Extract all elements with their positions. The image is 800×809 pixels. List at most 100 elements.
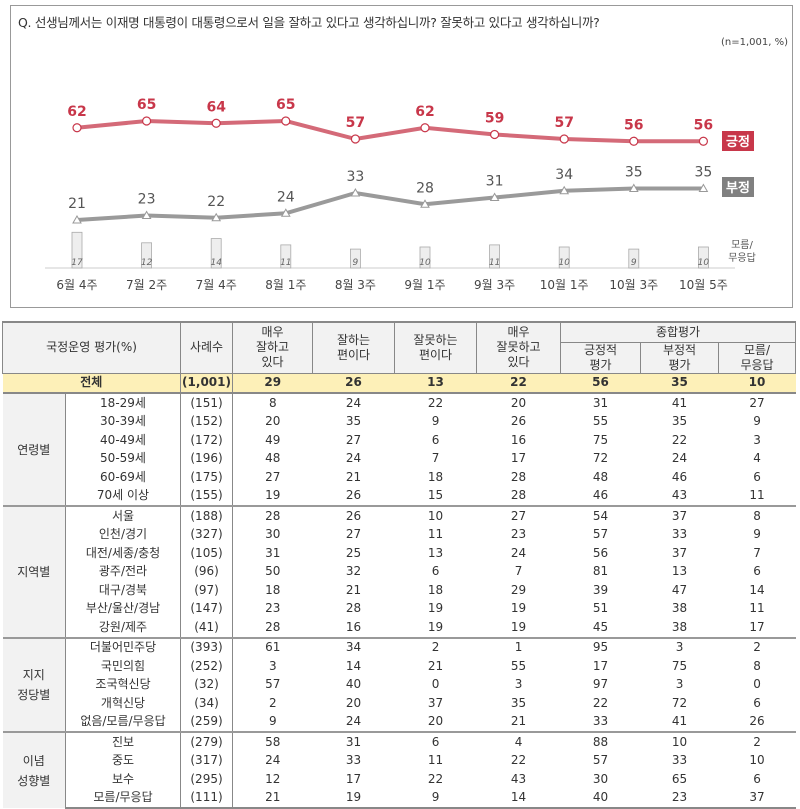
sample-size: (105) (180, 544, 234, 563)
sample-size: (295) (180, 770, 234, 789)
positive-value-label: 59 (485, 111, 504, 127)
dont-know-label: 11 (489, 258, 500, 268)
x-tick-label: 8월 3주 (335, 278, 376, 292)
value-cell: 26 (312, 505, 395, 526)
value-cell: 6 (753, 469, 761, 484)
dont-know-label: 10 (419, 258, 431, 268)
value-cell: 17 (345, 771, 362, 786)
row-label: 30-39세 (65, 412, 182, 431)
value-cell: 50 (265, 564, 281, 579)
value-cell: 23 (265, 601, 281, 616)
value-cell: 11 (427, 527, 444, 542)
value-cell: 3 (675, 677, 684, 692)
value-cell: 61 (232, 636, 313, 657)
value-cell: 6 (431, 432, 440, 447)
value-cell: 40 (560, 788, 641, 809)
dont-know-bar (349, 248, 361, 269)
value-cell: 37 (671, 545, 688, 560)
negative-point (559, 185, 570, 195)
value-cell: 35 (510, 695, 527, 710)
sample-size: (327) (180, 525, 234, 544)
positive-value-label: 65 (276, 97, 295, 113)
value-cell: 57 (592, 527, 609, 542)
x-tick-label: 9월 1주 (404, 278, 445, 292)
value-cell: 35 (671, 414, 688, 429)
group-label: 연령별 (2, 392, 66, 506)
header-category: 국정운영 평가(%) (1, 321, 182, 373)
table-row: 중도 (317) 24 33 11 22 57 33 10 (3, 751, 796, 770)
value-cell: 3 (753, 432, 761, 447)
negative-value-label: 35 (694, 165, 712, 181)
value-cell: 24 (671, 451, 688, 466)
negative-value-label: 34 (555, 167, 573, 183)
table-row: 조국혁신당 (32) 57 40 0 3 97 3 0 (3, 675, 796, 694)
dont-know-bar (71, 231, 83, 269)
positive-point (281, 116, 291, 126)
value-cell: 38 (671, 601, 688, 616)
value-cell: 31 (312, 731, 395, 752)
value-cell: 56 (560, 372, 641, 394)
positive-value-label: 62 (67, 104, 86, 120)
row-label: 중도 (65, 751, 182, 770)
table-row: 연령별 18-29세 (151) 8 24 22 20 31 41 27 (2, 392, 796, 506)
value-cell: 72 (592, 451, 609, 466)
value-cell: 17 (592, 658, 609, 673)
value-cell: 18 (427, 582, 444, 597)
dont-know-label: 11 (280, 258, 291, 268)
value-cell: 46 (592, 488, 609, 503)
dont-know-label: 14 (210, 258, 222, 268)
table-row: 모름/무응답 (111) 21 19 9 14 40 23 37 (3, 788, 796, 809)
header-somewhat-good: 잘하는 편이다 (312, 321, 396, 373)
value-cell: 72 (671, 695, 688, 710)
legend-negative-label: 부정 (726, 180, 750, 196)
negative-value-label: 22 (207, 194, 225, 210)
value-cell: 19 (312, 788, 395, 809)
table-row: 지지 정당별 더불어민주당 (393) 61 34 2 1 95 3 2 (2, 636, 796, 732)
value-cell: 8 (753, 658, 761, 673)
value-cell: 20 (427, 714, 444, 729)
value-cell: 22 (394, 392, 477, 413)
header-very-good: 매우 잘하고 있다 (232, 321, 314, 373)
value-cell: 29 (510, 582, 527, 597)
row-label: 없음/모름/무응답 (65, 712, 182, 732)
value-cell: 30 (265, 527, 281, 542)
value-cell: 6 (394, 731, 477, 752)
negative-line (76, 186, 704, 222)
value-cell: 48 (265, 451, 281, 466)
value-cell: 13 (427, 545, 444, 560)
positive-point (142, 116, 152, 126)
table-row: 보수 (295) 12 17 22 43 30 65 6 (3, 770, 796, 789)
value-cell: 40 (345, 677, 362, 692)
negative-point (698, 183, 709, 192)
value-cell: 55 (592, 414, 609, 429)
row-label: 더불어민주당 (65, 636, 182, 657)
value-cell: 41 (671, 714, 688, 729)
positive-value-label: 62 (415, 104, 434, 120)
chart-title: Q. 선생님께서는 이재명 대통령이 대통령으로서 일을 잘하고 있다고 생각하… (18, 15, 600, 30)
value-cell: 49 (265, 432, 281, 447)
positive-value-label: 64 (206, 99, 226, 115)
value-cell: 23 (510, 527, 527, 542)
value-cell: 22 (592, 695, 609, 710)
value-cell: 48 (592, 469, 609, 484)
x-tick-label: 10월 1주 (540, 278, 589, 292)
negative-value-label: 28 (416, 180, 434, 196)
value-cell: 9 (394, 788, 477, 809)
value-cell: 19 (510, 601, 527, 616)
value-cell: 24 (265, 753, 281, 768)
value-cell: 35 (345, 414, 362, 429)
row-label: 부산/울산/경남 (65, 599, 182, 618)
dont-know-label: 17 (71, 258, 83, 268)
table-row: 광주/전라 (96) 50 32 6 7 81 13 6 (3, 562, 796, 581)
value-cell: 21 (232, 788, 313, 809)
row-label: 국민의힘 (65, 657, 182, 676)
value-cell: 11 (749, 601, 765, 616)
dont-know-bar (698, 246, 709, 269)
x-tick-label: 10월 5주 (679, 278, 728, 292)
value-cell: 26 (312, 372, 395, 394)
value-cell: 4 (753, 451, 761, 466)
value-cell: 28 (345, 601, 362, 616)
value-cell: 43 (510, 771, 527, 786)
sample-size: (188) (180, 505, 234, 526)
negative-point (141, 210, 152, 219)
